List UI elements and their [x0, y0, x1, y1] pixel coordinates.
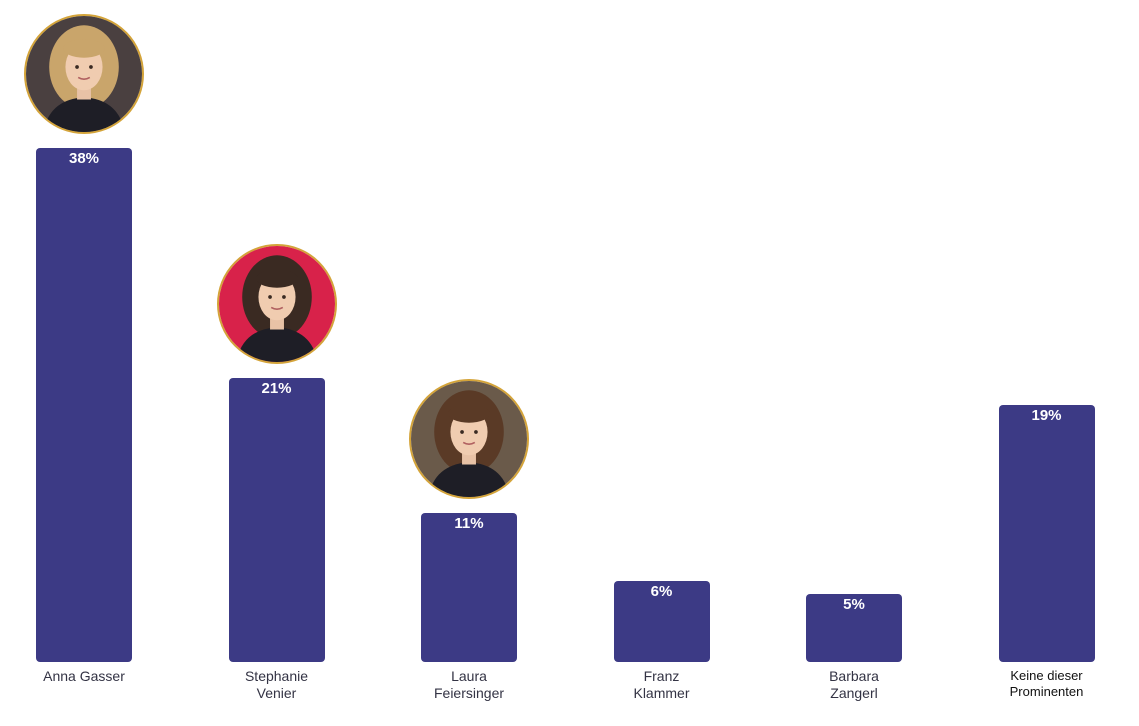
category-label-line: Anna Gasser: [43, 668, 125, 684]
category-label: Barbara Zangerl: [779, 668, 929, 702]
avatar: [409, 379, 529, 500]
bar-value-label: 21%: [261, 379, 292, 397]
portrait-icon: [411, 381, 527, 498]
portrait-icon: [26, 16, 142, 132]
category-label: Keine dieser Prominenten: [972, 668, 1122, 700]
category-label-line: Feiersinger: [433, 685, 505, 701]
category-label-line: Zangerl: [830, 685, 878, 701]
category-label-line: Klammer: [633, 685, 690, 701]
category-label-line: Prominenten: [1009, 684, 1084, 699]
category-label: Franz Klammer: [587, 668, 737, 702]
bar-value-label: 6%: [650, 582, 673, 600]
bar-value-label: 11%: [454, 515, 484, 533]
category-label-line: Laura: [451, 668, 487, 684]
category-label-line: Franz: [643, 668, 680, 684]
bar: [36, 148, 132, 662]
category-label-line: Barbara: [829, 668, 879, 684]
avatar: [24, 14, 144, 134]
bar: [228, 377, 325, 662]
bar-value-label: 19%: [1031, 407, 1062, 424]
avatar: [216, 243, 337, 364]
bar: [421, 513, 517, 662]
category-label: Anna Gasser: [9, 668, 159, 685]
bar-value-label: 5%: [843, 596, 865, 614]
bar-value-label: 38%: [68, 150, 100, 167]
category-label-line: Venier: [256, 685, 297, 701]
bar: [613, 580, 710, 662]
category-label: Stephanie Venier: [202, 668, 352, 702]
bar: [998, 405, 1095, 662]
category-label: Laura Feiersinger: [394, 668, 544, 702]
category-label-line: Stephanie: [244, 668, 309, 684]
bar: [806, 594, 902, 662]
portrait-icon: [218, 245, 335, 362]
category-label-line: Keine dieser: [1010, 668, 1083, 683]
